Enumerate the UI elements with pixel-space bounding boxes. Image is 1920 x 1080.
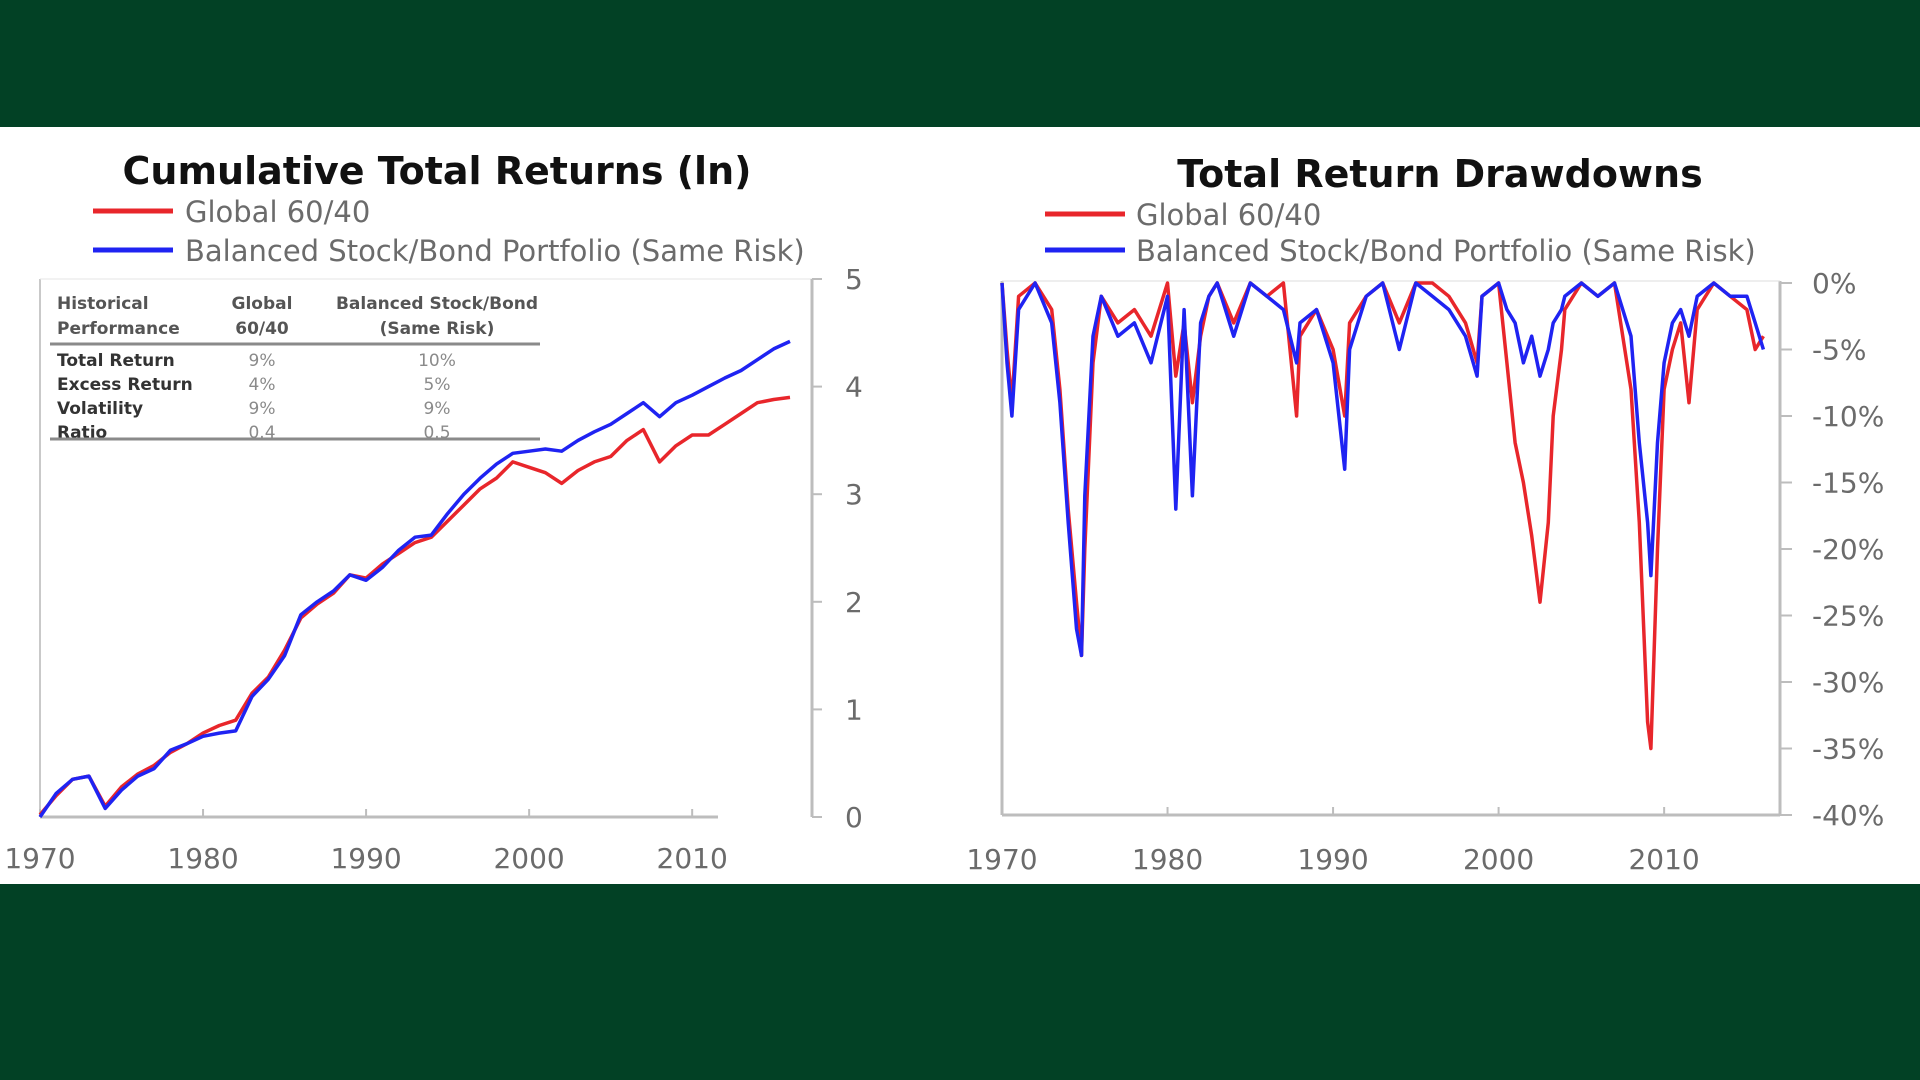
right-y-tick-label: -20% bbox=[1812, 533, 1884, 566]
table-cell: 9% bbox=[249, 351, 276, 371]
table-header-6040: 60/40 bbox=[235, 319, 289, 339]
table-cell: 9% bbox=[249, 399, 276, 419]
table-cell: 4% bbox=[249, 375, 276, 395]
top-band bbox=[0, 0, 1920, 127]
right-y-tick-label: -10% bbox=[1812, 400, 1884, 433]
left-y-tick-label: 3 bbox=[845, 478, 863, 511]
table-row-label: Volatility bbox=[57, 399, 143, 419]
left-chart-title: Cumulative Total Returns (ln) bbox=[123, 149, 752, 193]
table-cell: 10% bbox=[418, 351, 456, 371]
performance-table: Historical Performance Global 60/40 Bala… bbox=[50, 294, 540, 443]
table-row-label: Total Return bbox=[57, 351, 175, 371]
right-y-tick-label: -35% bbox=[1812, 733, 1884, 766]
right-x-tick-label: 1980 bbox=[1132, 843, 1203, 876]
table-header-balanced: Balanced Stock/Bond bbox=[336, 294, 538, 314]
table-header-global: Global bbox=[232, 294, 293, 314]
left-x-tick-label: 2000 bbox=[493, 842, 564, 875]
left-legend-global-label: Global 60/40 bbox=[185, 195, 370, 229]
right-x-tick-label: 1970 bbox=[966, 843, 1037, 876]
left-y-tick-label: 1 bbox=[845, 693, 863, 726]
chart-panel bbox=[0, 127, 1920, 884]
table-header-performance: Performance bbox=[57, 319, 180, 339]
left-x-tick-label: 1990 bbox=[330, 842, 401, 875]
left-y-tick-label: 2 bbox=[845, 586, 863, 619]
right-legend-balanced-label: Balanced Stock/Bond Portfolio (Same Risk… bbox=[1136, 234, 1756, 268]
left-y-tick-label: 0 bbox=[845, 801, 863, 834]
right-series-global-line bbox=[1000, 281, 1765, 751]
right-legend-global-label: Global 60/40 bbox=[1136, 198, 1321, 232]
left-x-tick-label: 1970 bbox=[4, 842, 75, 875]
right-series-balanced-line bbox=[1000, 281, 1766, 658]
left-series-global-line bbox=[38, 395, 791, 816]
left-y-tick-label: 5 bbox=[845, 263, 863, 296]
table-cell: 5% bbox=[424, 375, 451, 395]
right-y-tick-label: -30% bbox=[1812, 666, 1884, 699]
left-y-tick-label: 4 bbox=[845, 371, 863, 404]
bottom-band bbox=[0, 884, 1920, 1080]
right-y-tick-label: -15% bbox=[1812, 467, 1884, 500]
right-y-tick-label: 0% bbox=[1812, 267, 1856, 300]
right-x-tick-label: 2000 bbox=[1463, 843, 1534, 876]
left-series-balanced-line bbox=[38, 339, 791, 818]
right-x-tick-label: 1990 bbox=[1297, 843, 1368, 876]
right-chart-title: Total Return Drawdowns bbox=[1177, 152, 1702, 196]
right-y-tick-label: -40% bbox=[1812, 799, 1884, 832]
left-x-tick-label: 2010 bbox=[657, 842, 728, 875]
right-y-tick-label: -5% bbox=[1812, 334, 1867, 367]
table-cell: 9% bbox=[424, 399, 451, 419]
left-x-tick-label: 1980 bbox=[167, 842, 238, 875]
table-row-label: Excess Return bbox=[57, 375, 193, 395]
right-y-tick-label: -25% bbox=[1812, 600, 1884, 633]
table-header-historical: Historical bbox=[57, 294, 149, 314]
table-header-same-risk: (Same Risk) bbox=[380, 319, 495, 339]
left-legend-balanced-label: Balanced Stock/Bond Portfolio (Same Risk… bbox=[185, 234, 805, 268]
right-x-tick-label: 2010 bbox=[1628, 843, 1699, 876]
